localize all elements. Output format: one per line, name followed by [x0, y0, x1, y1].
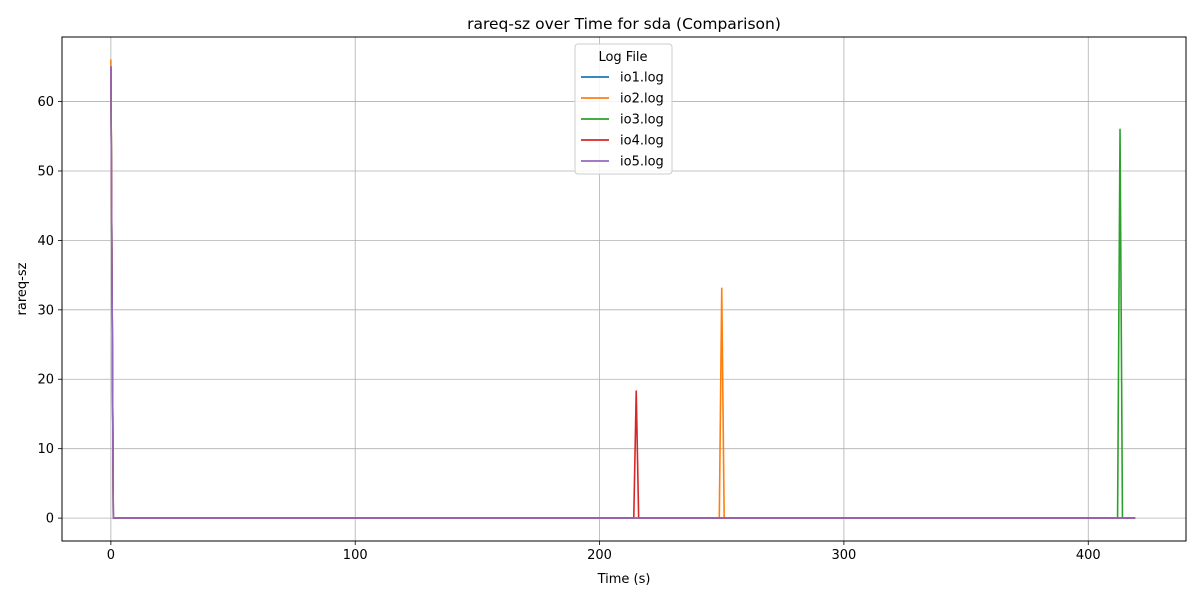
legend-entry: io1.log — [581, 71, 664, 86]
plot-frame — [61, 36, 1187, 542]
y-tick-label: 20 — [37, 373, 54, 388]
series-line-io5-log — [110, 66, 1136, 519]
legend-entries: io1.log io2.log io3.log io4.log io5.log — [581, 71, 664, 170]
x-tick-label: 0 — [107, 548, 115, 563]
y-tick-label: 10 — [37, 442, 54, 457]
legend-entry: io4.log — [581, 134, 664, 149]
legend-entry: io2.log — [581, 92, 664, 107]
x-axis-label: Time (s) — [597, 572, 651, 587]
x-tick-label: 300 — [831, 548, 856, 563]
legend-title: Log File — [598, 50, 647, 65]
x-axis-ticks: 0 100 200 300 400 — [107, 541, 1101, 563]
series-lines — [110, 59, 1136, 519]
x-tick-label: 200 — [587, 548, 612, 563]
legend: Log File io1.log io2.log io3.log io4.log io5… — [574, 43, 673, 175]
legend-label: io4.log — [620, 134, 664, 149]
y-tick-label: 60 — [37, 95, 54, 110]
x-tick-label: 400 — [1076, 548, 1101, 563]
legend-entry: io3.log — [581, 113, 664, 128]
y-tick-label: 30 — [37, 303, 54, 318]
x-tick-label: 100 — [343, 548, 368, 563]
legend-entry: io5.log — [581, 155, 664, 170]
y-tick-label: 40 — [37, 234, 54, 249]
y-tick-label: 50 — [37, 164, 54, 179]
y-axis-label: rareq-sz — [15, 262, 30, 315]
y-tick-label: 0 — [46, 512, 54, 527]
legend-label: io1.log — [620, 71, 664, 86]
chart-title: rareq-sz over Time for sda (Comparison) — [467, 15, 781, 33]
legend-label: io5.log — [620, 155, 664, 170]
y-axis-ticks: 0 10 20 30 40 50 60 — [37, 95, 62, 527]
legend-label: io2.log — [620, 92, 664, 107]
legend-label: io3.log — [620, 113, 664, 128]
